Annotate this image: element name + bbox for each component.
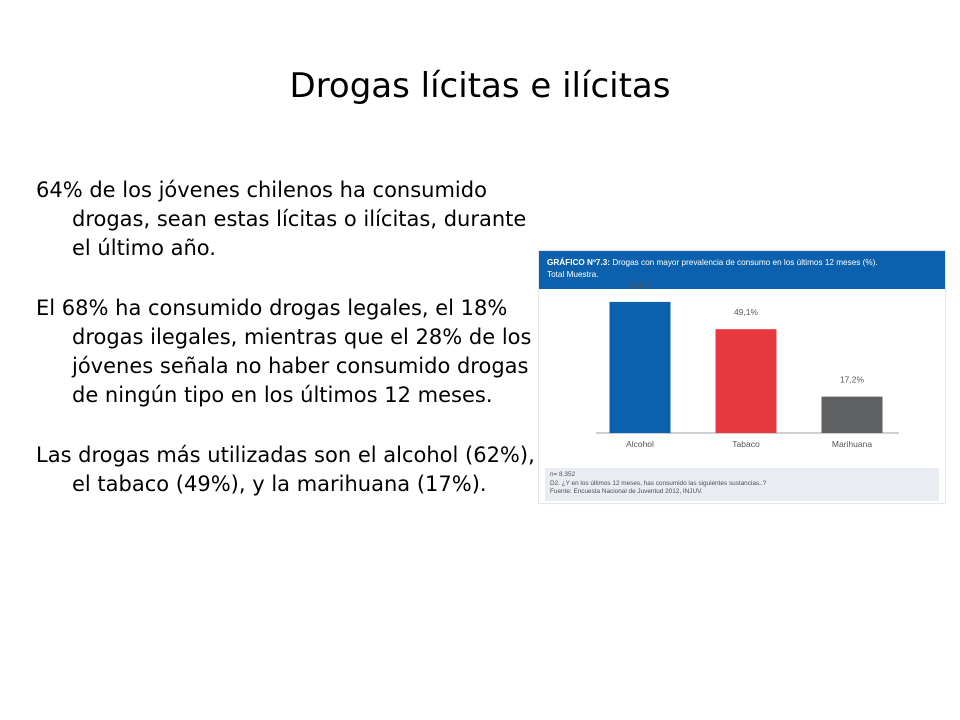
data-label-alcohol: 62,0%: [628, 280, 653, 290]
chart-header: GRÁFICO Nº7.3: Drogas con mayor prevalen…: [539, 251, 945, 289]
bar-marihuana: [821, 396, 883, 433]
data-label-marihuana: 17,2%: [840, 375, 865, 385]
chart-caption: Drogas con mayor prevalencia de consumo …: [610, 258, 878, 267]
chart-subcaption: Total Muestra.: [547, 270, 599, 279]
paragraph-most-used: Las drogas más utilizadas son el alcohol…: [36, 443, 535, 496]
data-label-tabaco: 49,1%: [734, 307, 759, 317]
x-tick-label-tabaco: Tabaco: [732, 439, 760, 449]
chart-figure: GRÁFICO Nº7.3: Drogas con mayor prevalen…: [538, 250, 946, 504]
chart-footnote-source: Fuente: Encuesta Nacional de Juventud 20…: [550, 488, 703, 495]
slide-title: Drogas lícitas e ilícitas: [289, 66, 671, 106]
paragraph-drug-use-total: 64% de los jóvenes chilenos ha consumido…: [36, 178, 527, 260]
bar-chart: 62,0% Alcohol 49,1% Tabaco 17,2% Marihuana: [596, 280, 899, 449]
paragraph-legal-illegal: El 68% ha consumido drogas legales, el 1…: [36, 296, 532, 407]
x-tick-label-marihuana: Marihuana: [832, 439, 872, 449]
x-tick-label-alcohol: Alcohol: [626, 439, 654, 449]
bar-alcohol: [609, 301, 671, 433]
chart-label: GRÁFICO Nº7.3:: [547, 258, 611, 267]
bar-tabaco: [715, 329, 777, 433]
chart-footnote-question: D2. ¿Y en los últimos 12 meses, has cons…: [550, 479, 767, 487]
chart-footnote-sample: n= 8.352: [550, 471, 576, 478]
chart-footnotes: n= 8.352 D2. ¿Y en los últimos 12 meses,…: [545, 468, 939, 501]
slide-body: 64% de los jóvenes chilenos ha consumido…: [36, 176, 536, 530]
